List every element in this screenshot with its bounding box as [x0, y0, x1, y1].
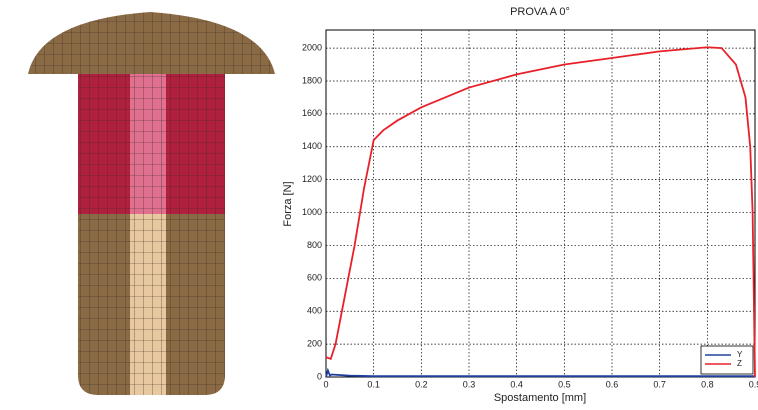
y-tick-label: 600 — [307, 273, 322, 283]
x-tick-label: 0.5 — [558, 379, 571, 389]
chart-title: PROVA A 0° — [510, 6, 570, 18]
y-tick-label: 1200 — [302, 174, 322, 184]
x-axis-label: Spostamento [mm] — [494, 392, 586, 404]
y-tick-label: 400 — [307, 306, 322, 316]
legend-label: Y — [737, 350, 743, 359]
y-tick-label: 0 — [317, 371, 322, 381]
page: PROVA A 0° Spostamento [mm] Forza [N] 0 2… — [0, 0, 758, 405]
rivet-model — [28, 12, 275, 395]
x-tick-label: 0.7 — [653, 379, 666, 389]
x-tick-label: 0.1 — [367, 379, 380, 389]
y-tick-label: 200 — [307, 338, 322, 348]
legend-box — [701, 346, 753, 374]
y-tick-label: 1600 — [302, 108, 322, 118]
y-axis-label: Forza [N] — [282, 181, 294, 226]
x-tick-label: 0.4 — [510, 379, 523, 389]
rivet-head-mesh — [28, 12, 275, 74]
legend-label: Z — [737, 359, 742, 368]
x-tick-label: 0 — [323, 379, 328, 389]
x-tick-label: 0.8 — [701, 379, 714, 389]
x-tick-label: 0.3 — [463, 379, 476, 389]
x-tick-label: 0.6 — [606, 379, 619, 389]
rivet-shank-mesh — [78, 74, 225, 395]
y-tick-label: 800 — [307, 240, 322, 250]
plot-area — [326, 30, 755, 377]
y-tick-label: 2000 — [302, 42, 322, 52]
y-tick-label: 1000 — [302, 207, 322, 217]
x-tick-label: 0.2 — [415, 379, 428, 389]
x-tick-label: 0.9 — [749, 379, 758, 389]
y-tick-label: 1800 — [302, 75, 322, 85]
y-tick-label: 1400 — [302, 141, 322, 151]
